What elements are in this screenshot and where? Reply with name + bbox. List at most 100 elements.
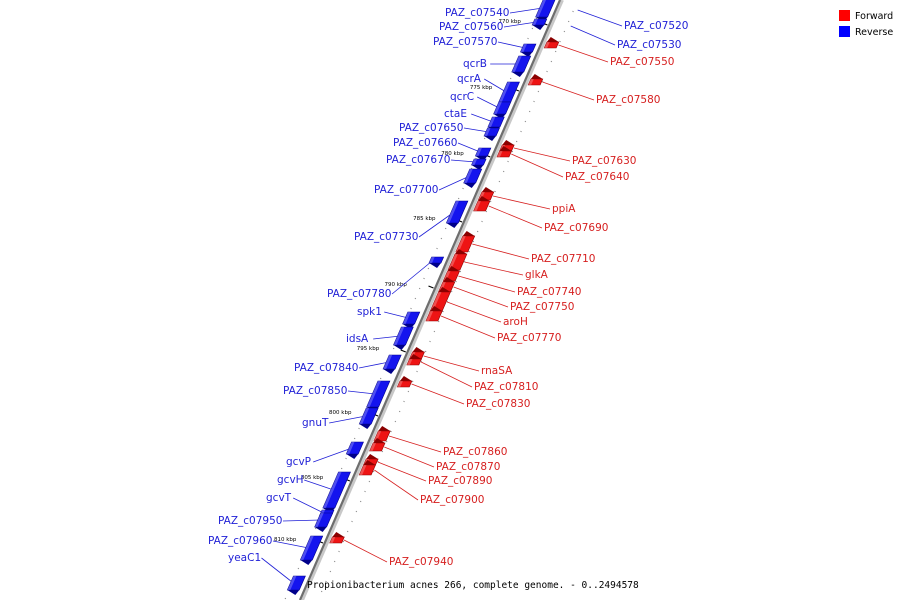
legend-forward-label: Forward — [855, 11, 893, 22]
reverse-gene-label: PAZ_c07540 — [445, 7, 509, 19]
reverse-leader-line — [577, 9, 623, 27]
forward-leader-line — [492, 195, 551, 210]
forward-gene-label: PAZ_c07630 — [572, 155, 636, 167]
reverse-gene-label: spk1 — [357, 306, 382, 318]
gene-highlight — [455, 236, 466, 252]
axis-dash — [483, 137, 486, 140]
tick-label: 775 kbp — [470, 85, 493, 91]
reverse-leader-line — [391, 259, 434, 295]
forward-leader-line — [374, 469, 419, 501]
axis-dash — [498, 180, 501, 183]
gene-highlight — [496, 151, 503, 157]
gene-arrow — [287, 590, 300, 595]
gene-arrow — [373, 438, 386, 443]
axis-dash — [314, 527, 317, 530]
axis-dash — [418, 287, 421, 290]
axis-dash — [325, 580, 327, 583]
genome-caption: Propionibacterium acnes 266, complete ge… — [307, 580, 639, 591]
gene-highlight — [314, 513, 324, 527]
gene-highlight — [511, 56, 522, 72]
gene-arrow — [346, 454, 359, 459]
gene-highlight — [359, 465, 367, 475]
axis-dash — [416, 370, 418, 373]
reverse-leader-line — [503, 21, 537, 28]
gene-arrow — [502, 140, 515, 145]
gene-highlight — [528, 79, 534, 85]
gene-highlight — [532, 19, 538, 25]
gene-highlight — [373, 431, 382, 441]
forward-gene-label: aroH — [503, 316, 528, 328]
axis-dash — [381, 450, 384, 453]
axis-dash — [390, 430, 392, 433]
forward-leader-line — [384, 446, 435, 468]
forward-gene-label: PAZ_c07890 — [428, 475, 492, 487]
axis-dash — [414, 297, 417, 300]
tick-label: 770 kbp — [498, 19, 521, 25]
reverse-leader-line — [457, 142, 481, 153]
axis-dash — [436, 247, 438, 250]
gene-highlight — [346, 442, 355, 454]
gene-highlight — [448, 254, 458, 270]
reverse-gene-label: PAZ_c07660 — [393, 137, 457, 149]
gene-arrow — [532, 25, 545, 30]
gene-labels: PAZ_c07540 PAZ_c07560 PAZ_c07570 qcrB qcrA qc… — [208, 7, 688, 568]
gene-arrow — [393, 345, 406, 350]
reverse-leader-line — [509, 7, 543, 14]
label-leader-lines — [261, 7, 623, 584]
axis-dash — [427, 267, 430, 270]
gene-arrow — [359, 424, 372, 429]
gene-arrow — [499, 146, 512, 151]
forward-leader-line — [472, 243, 530, 260]
forward-gene-label: ppiA — [552, 203, 576, 215]
axis-dash — [563, 30, 566, 33]
forward-leader-line — [446, 301, 502, 323]
reverse-gene-label: idsA — [346, 333, 369, 345]
reverse-leader-line — [450, 159, 476, 163]
gene-arrow — [463, 183, 476, 188]
forward-leader-line — [511, 153, 564, 178]
axis-dash — [550, 60, 553, 63]
gene-highlight — [287, 576, 297, 590]
gene-highlight — [544, 42, 550, 48]
tick-label: 780 kbp — [441, 151, 464, 157]
forward-leader-line — [343, 539, 388, 563]
reverse-leader-line — [347, 390, 376, 395]
reverse-gene-label: gnuT — [302, 417, 329, 429]
axis-dash — [468, 250, 470, 253]
gene-highlight — [446, 201, 459, 223]
reverse-gene-label: PAZ_c07650 — [399, 122, 463, 134]
axis-dash — [509, 77, 512, 80]
forward-leader-line — [513, 147, 571, 162]
reverse-leader-line — [483, 78, 507, 93]
gene-arrow — [363, 460, 376, 465]
gene-arrow — [300, 560, 313, 565]
forward-gene-label: PAZ_c07860 — [443, 446, 507, 458]
gene-arrow — [442, 277, 455, 282]
axis-dash — [455, 280, 457, 283]
axis-dash — [524, 120, 527, 123]
axis-dash — [444, 227, 447, 230]
axis-dash — [462, 187, 464, 190]
forward-leader-line — [423, 355, 480, 372]
axis-dash — [527, 37, 529, 40]
legend-forward-swatch — [839, 10, 850, 21]
gene-highlight — [366, 381, 381, 407]
forward-gene-label: PAZ_c07640 — [565, 171, 629, 183]
axis-dash — [411, 380, 414, 383]
reverse-gene-label-right: PAZ_c07530 — [617, 39, 681, 51]
axis-dash — [346, 530, 349, 533]
forward-gene-label: PAZ_c07940 — [389, 556, 453, 568]
forward-leader-line — [388, 435, 442, 453]
legend-reverse-swatch — [839, 26, 850, 37]
reverse-gene-label: PAZ_c07560 — [439, 21, 503, 33]
gene-highlight — [478, 192, 485, 200]
reverse-leader-line — [384, 311, 409, 319]
axis-dash — [502, 170, 505, 173]
gene-arrow — [429, 263, 442, 268]
forward-leader-line — [411, 383, 465, 405]
reverse-leader-line — [329, 415, 366, 424]
reverse-leader-line — [358, 361, 390, 369]
gene-features — [286, 0, 560, 595]
axis-dash — [403, 400, 405, 403]
